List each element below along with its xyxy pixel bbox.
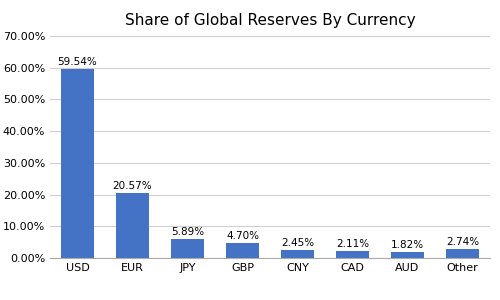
Text: 5.89%: 5.89%: [171, 227, 204, 237]
Title: Share of Global Reserves By Currency: Share of Global Reserves By Currency: [124, 13, 416, 28]
Bar: [446, 249, 479, 258]
Text: 20.57%: 20.57%: [112, 181, 152, 191]
Bar: [116, 193, 149, 258]
Text: 4.70%: 4.70%: [226, 231, 259, 241]
Text: 2.11%: 2.11%: [336, 239, 369, 249]
Bar: [391, 252, 424, 258]
Bar: [171, 239, 204, 258]
Text: 59.54%: 59.54%: [58, 57, 98, 67]
Bar: [226, 243, 259, 258]
Bar: [281, 250, 314, 258]
Text: 2.45%: 2.45%: [281, 238, 314, 248]
Text: 2.74%: 2.74%: [446, 237, 479, 248]
Bar: [336, 251, 369, 258]
Bar: [61, 69, 94, 258]
Text: 1.82%: 1.82%: [391, 240, 424, 250]
